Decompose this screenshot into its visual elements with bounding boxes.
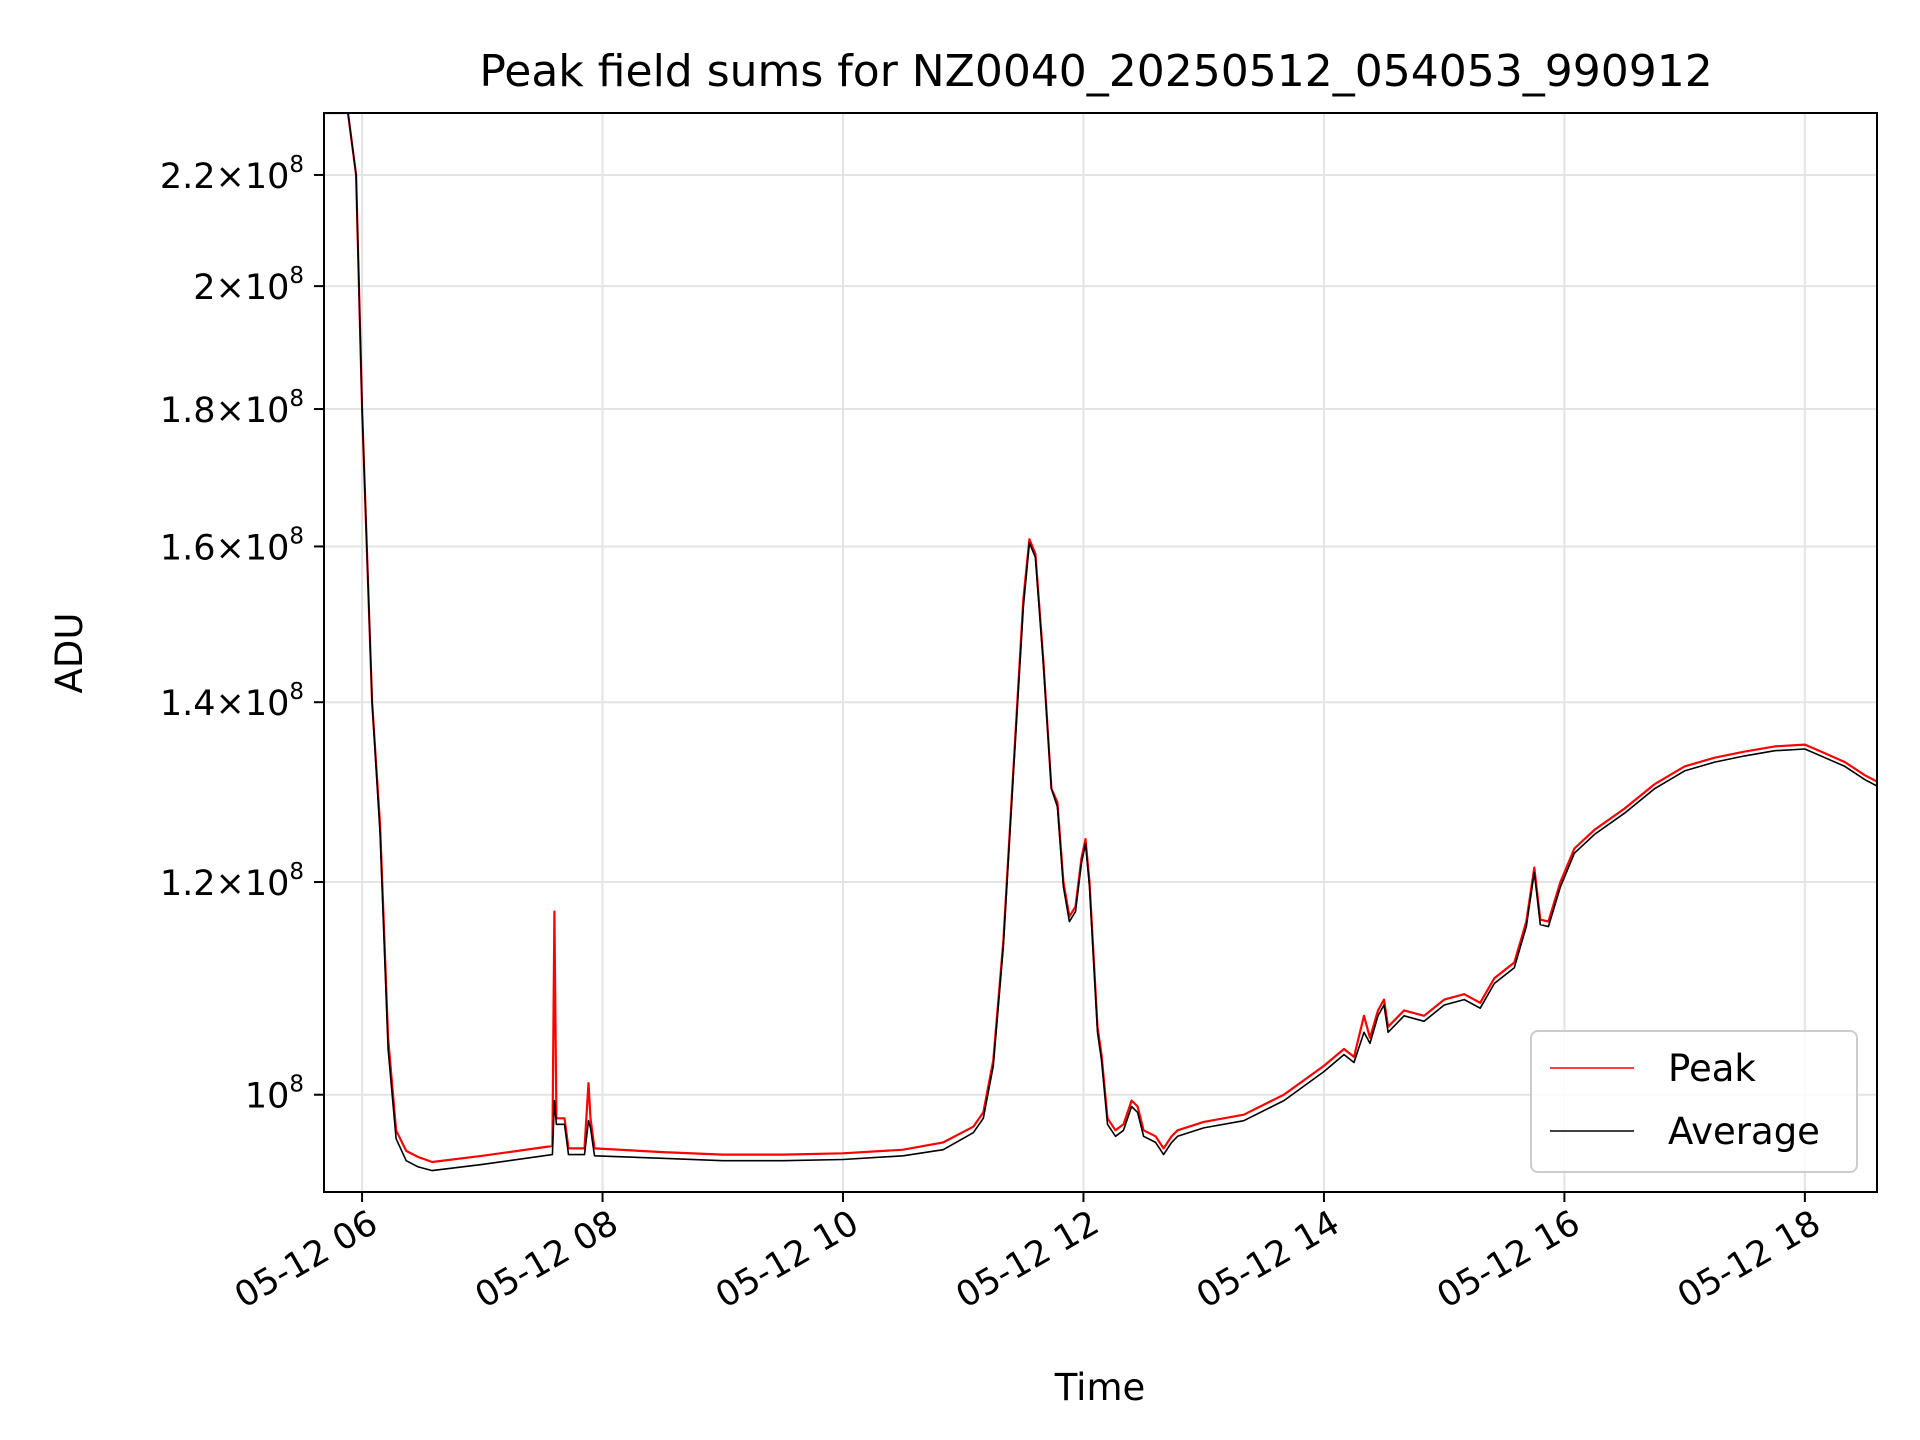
y-axis: 108 1.2×108 1.4×108 1.6×108 1.8×108 2×108 2.2×…: [160, 152, 324, 1117]
legend: Peak Average: [1530, 1030, 1858, 1173]
legend-box: [1530, 1030, 1858, 1173]
y-axis-label: ADU: [48, 613, 91, 694]
chart-title: Peak field sums for NZ0040_20250512_0540…: [479, 46, 1712, 97]
grid: [324, 113, 1877, 1192]
axes-frame: [323, 112, 1878, 1193]
y-tick-label: 108: [245, 1072, 304, 1117]
y-tick-label: 1.8×108: [160, 386, 304, 431]
x-axis-label: Time: [1054, 1366, 1146, 1409]
y-tick-label: 2.2×108: [160, 152, 304, 197]
y-tick-label: 2×108: [193, 263, 304, 308]
legend-label-average: Average: [1668, 1110, 1820, 1153]
y-tick-label: 1.6×108: [160, 523, 304, 568]
plot-area: [324, 113, 1877, 1172]
legend-label-peak: Peak: [1668, 1047, 1756, 1090]
series-line-average: [324, 113, 1877, 1172]
y-tick-label: 1.4×108: [160, 679, 304, 724]
y-tick-label: 1.2×108: [160, 859, 304, 904]
